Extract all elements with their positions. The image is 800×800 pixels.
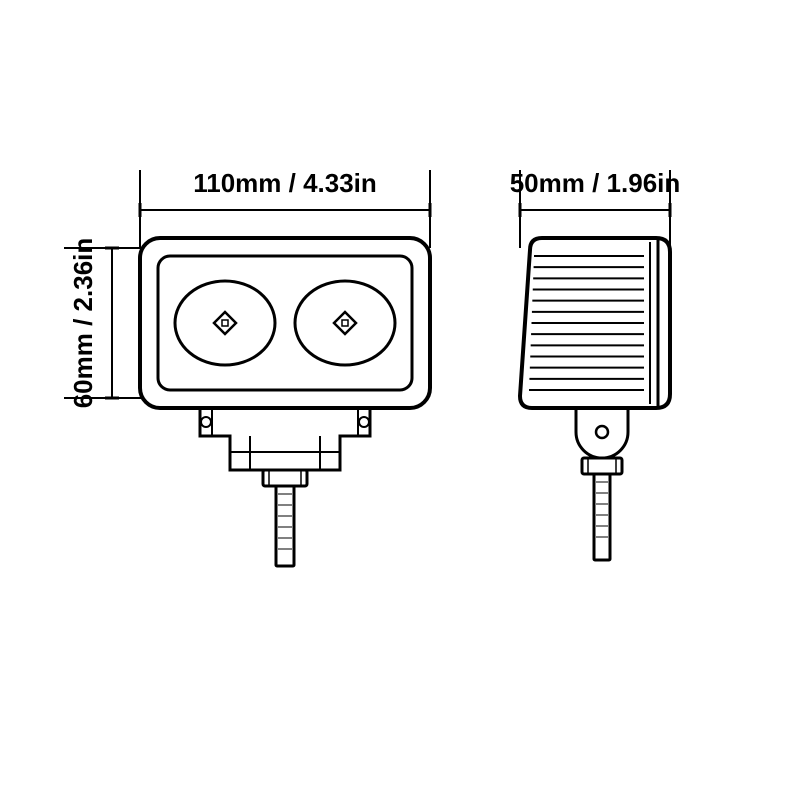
dim-height-label: 60mm / 2.36in [68, 238, 98, 409]
dim-width-label: 110mm / 4.33in [193, 168, 377, 198]
dim-depth-label: 50mm / 1.96in [510, 168, 681, 198]
